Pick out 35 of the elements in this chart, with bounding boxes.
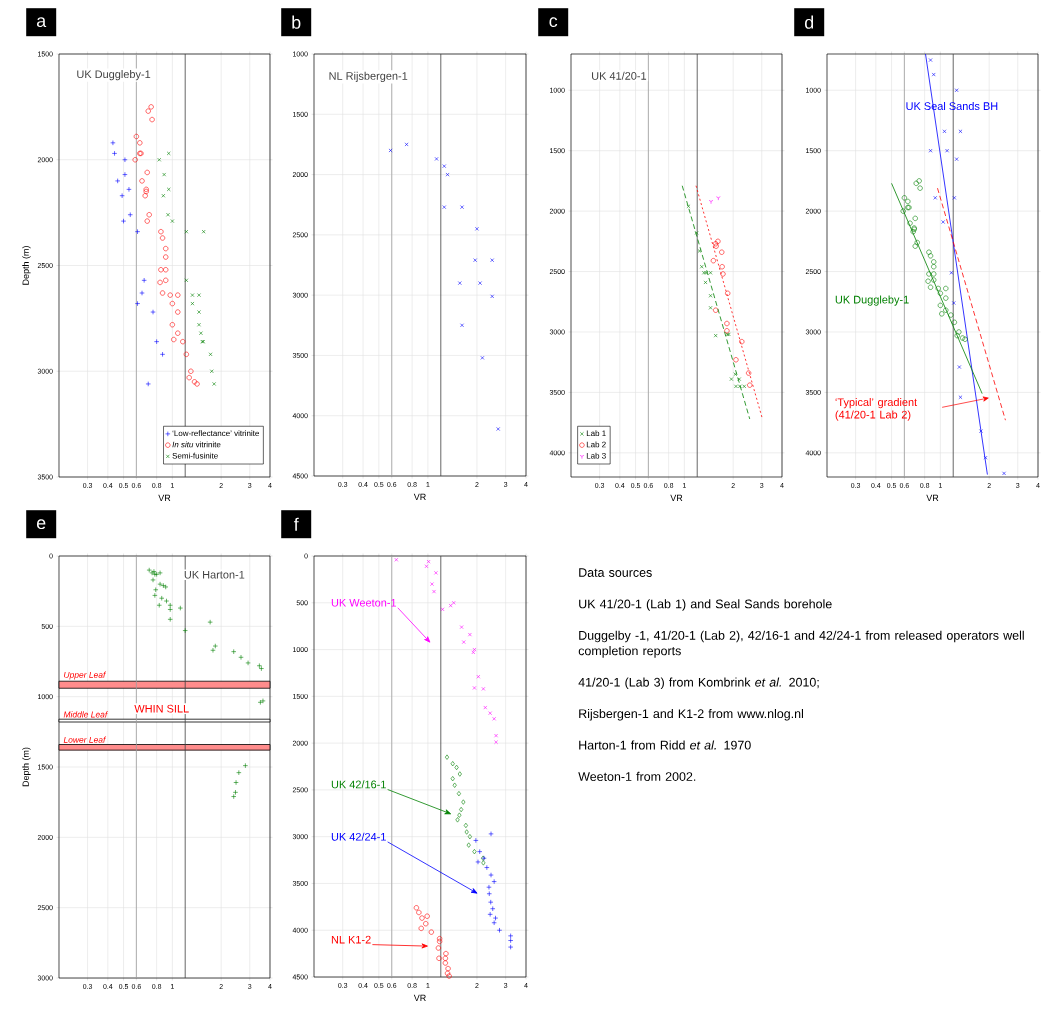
chart-title: c — [549, 17, 558, 28]
chart-title: d — [804, 15, 814, 29]
legend-label: NL K1-2 — [331, 935, 371, 944]
series-label: UK Seal Sands BH — [906, 101, 998, 110]
x-axis-title: VR — [413, 493, 426, 500]
text: Weeton-1 from 2002. — [578, 771, 696, 781]
text: Harton-1 from Ridd et al. 1970 — [579, 740, 751, 750]
text: 41/20-1 (Lab 3) from Kombrink et al. 2010; — [578, 677, 819, 690]
chart-title: a — [36, 17, 47, 28]
text: Duggelby -1, 41/20-1 (Lab 2), 42/16-1 and 42/24-1 from released operators well completion reports — [578, 630, 1024, 658]
band-label: Middle Leaf — [63, 711, 108, 718]
chart-title: b — [292, 15, 301, 29]
x-axis-title: VR — [413, 994, 426, 1001]
text: UK Weeton-1 — [331, 598, 397, 607]
annotation: WHIN SILL — [134, 704, 189, 713]
annotation: NL Rijsbergen-1 — [329, 71, 408, 83]
annotation: ‘Typical’ gradient (41/20-1 Lab 2) — [835, 398, 918, 421]
y-axis-title: Depth (m) — [22, 747, 31, 787]
chart-title: e — [36, 519, 46, 530]
x-axis-title: VR — [670, 494, 683, 501]
text: UK 42/24-1 — [331, 832, 386, 841]
annotation: UK 41/20-1 — [592, 71, 647, 80]
text: UK 41/20-1 (Lab 1) and Seal Sands borehole — [579, 599, 832, 611]
x-axis-title: VR — [158, 494, 171, 501]
y-axis-title: Depth (m) — [22, 246, 31, 285]
band-label: Lower Leaf — [63, 736, 107, 743]
text: Data sources — [579, 568, 652, 577]
annotation: UK Duggleby-1 — [77, 70, 151, 81]
series-label: UK Duggleby-1 — [835, 295, 909, 306]
text: UK 42/16-1 — [331, 780, 386, 789]
annotation: UK Harton-1 — [184, 570, 245, 579]
text: Rijsbergen-1 and K1-2 from www.nlog.nl — [579, 708, 803, 721]
x-axis-title: VR — [926, 494, 939, 501]
band-label: Upper Leaf — [64, 671, 107, 680]
chart-title: f — [293, 517, 299, 531]
